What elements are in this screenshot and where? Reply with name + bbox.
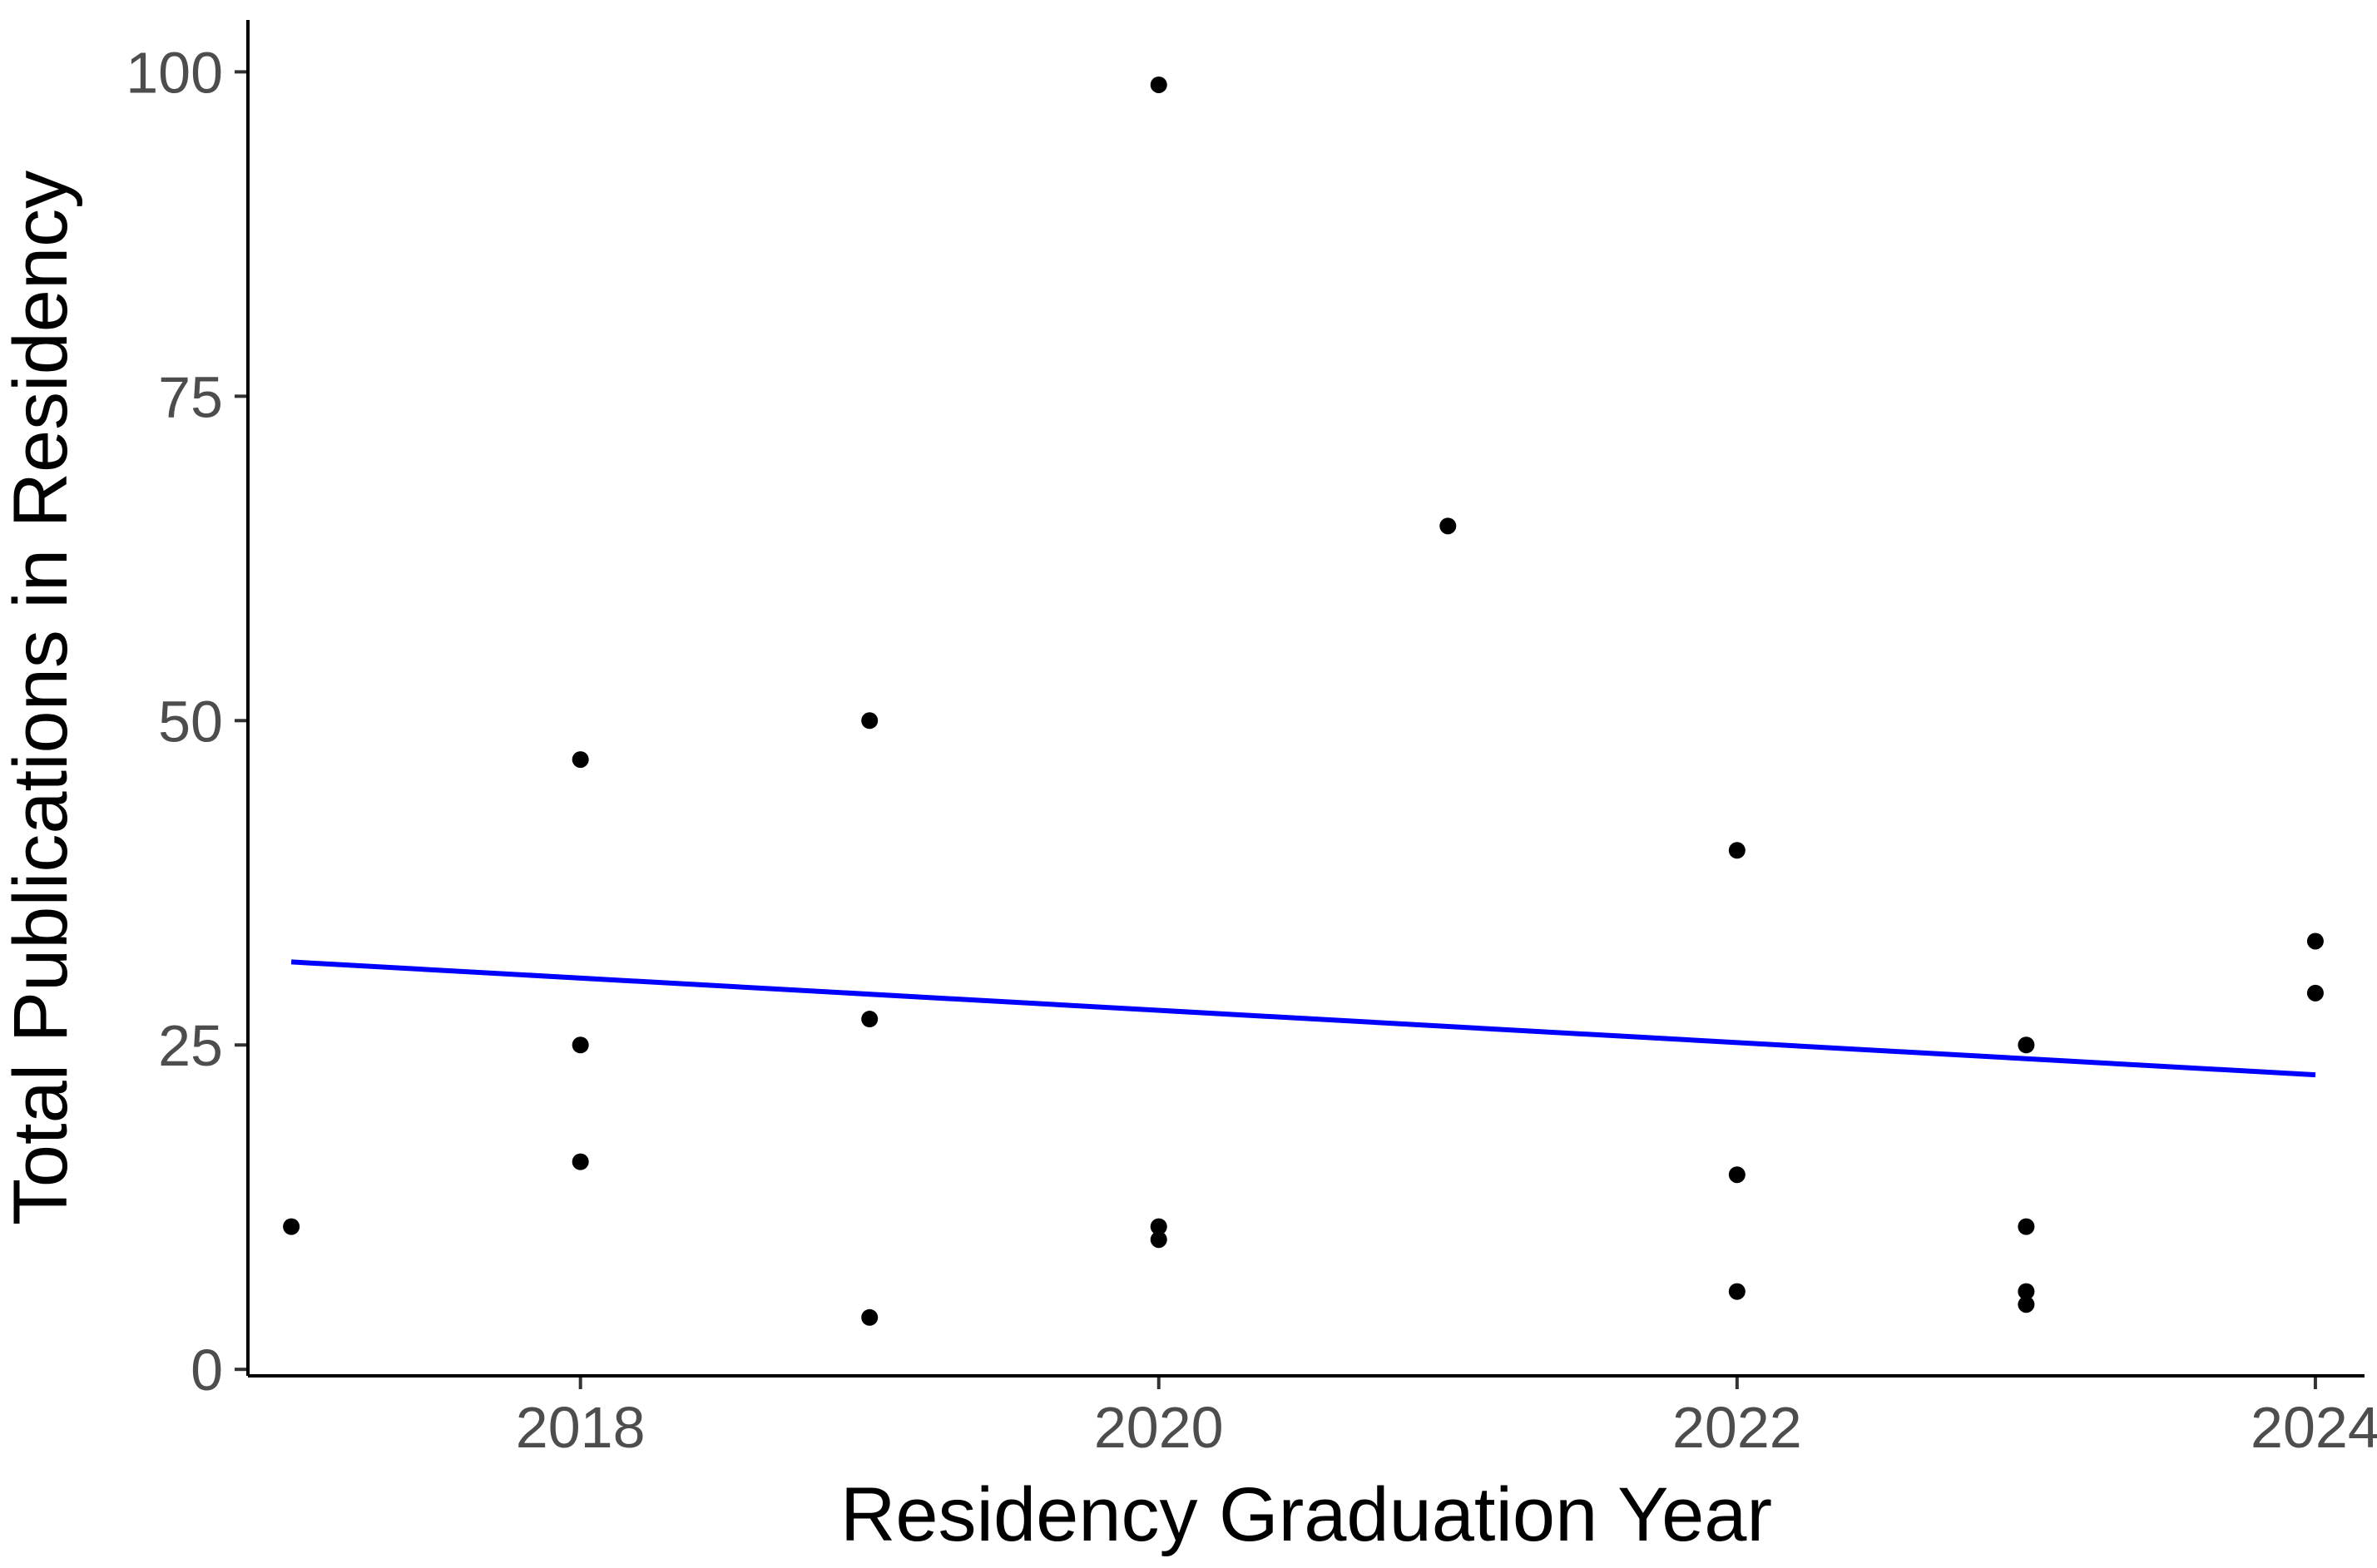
plot-area [283, 76, 2324, 1326]
x-tick-label: 2022 [1672, 1395, 1802, 1460]
y-axis-title: Total Publications in Residency [0, 171, 83, 1225]
data-point [861, 1011, 879, 1028]
data-point [2018, 1036, 2035, 1054]
data-point [1150, 76, 1167, 93]
data-point [2306, 984, 2324, 1002]
y-tick-label: 0 [191, 1338, 223, 1402]
data-point [1728, 1166, 1746, 1184]
y-axis-ticks: 0 25 50 75 100 [126, 40, 248, 1402]
data-point [572, 751, 589, 769]
y-tick-label: 25 [158, 1013, 223, 1078]
data-point [1150, 1218, 1167, 1235]
data-point [572, 1153, 589, 1170]
x-axis-title: Residency Graduation Year [840, 1472, 1772, 1557]
data-point [2018, 1283, 2035, 1300]
data-point [2306, 932, 2324, 950]
data-point [861, 712, 879, 730]
data-point [283, 1218, 300, 1235]
x-tick-label: 2024 [2251, 1395, 2377, 1460]
data-point [861, 1308, 879, 1326]
data-point [2018, 1218, 2035, 1235]
trend-line [290, 959, 2316, 1078]
data-point [1150, 1231, 1167, 1249]
x-tick-label: 2018 [516, 1395, 646, 1460]
data-point [572, 1036, 589, 1054]
x-tick-label: 2020 [1094, 1395, 1224, 1460]
y-tick-label: 50 [158, 689, 223, 754]
data-point [1439, 517, 1457, 535]
y-tick-label: 100 [126, 40, 223, 105]
data-point [2018, 1296, 2035, 1313]
x-axis-ticks: 2018 2020 2022 2024 [516, 1376, 2377, 1460]
data-point [1728, 1283, 1746, 1300]
y-tick-label: 75 [158, 364, 223, 429]
data-point [1728, 842, 1746, 859]
